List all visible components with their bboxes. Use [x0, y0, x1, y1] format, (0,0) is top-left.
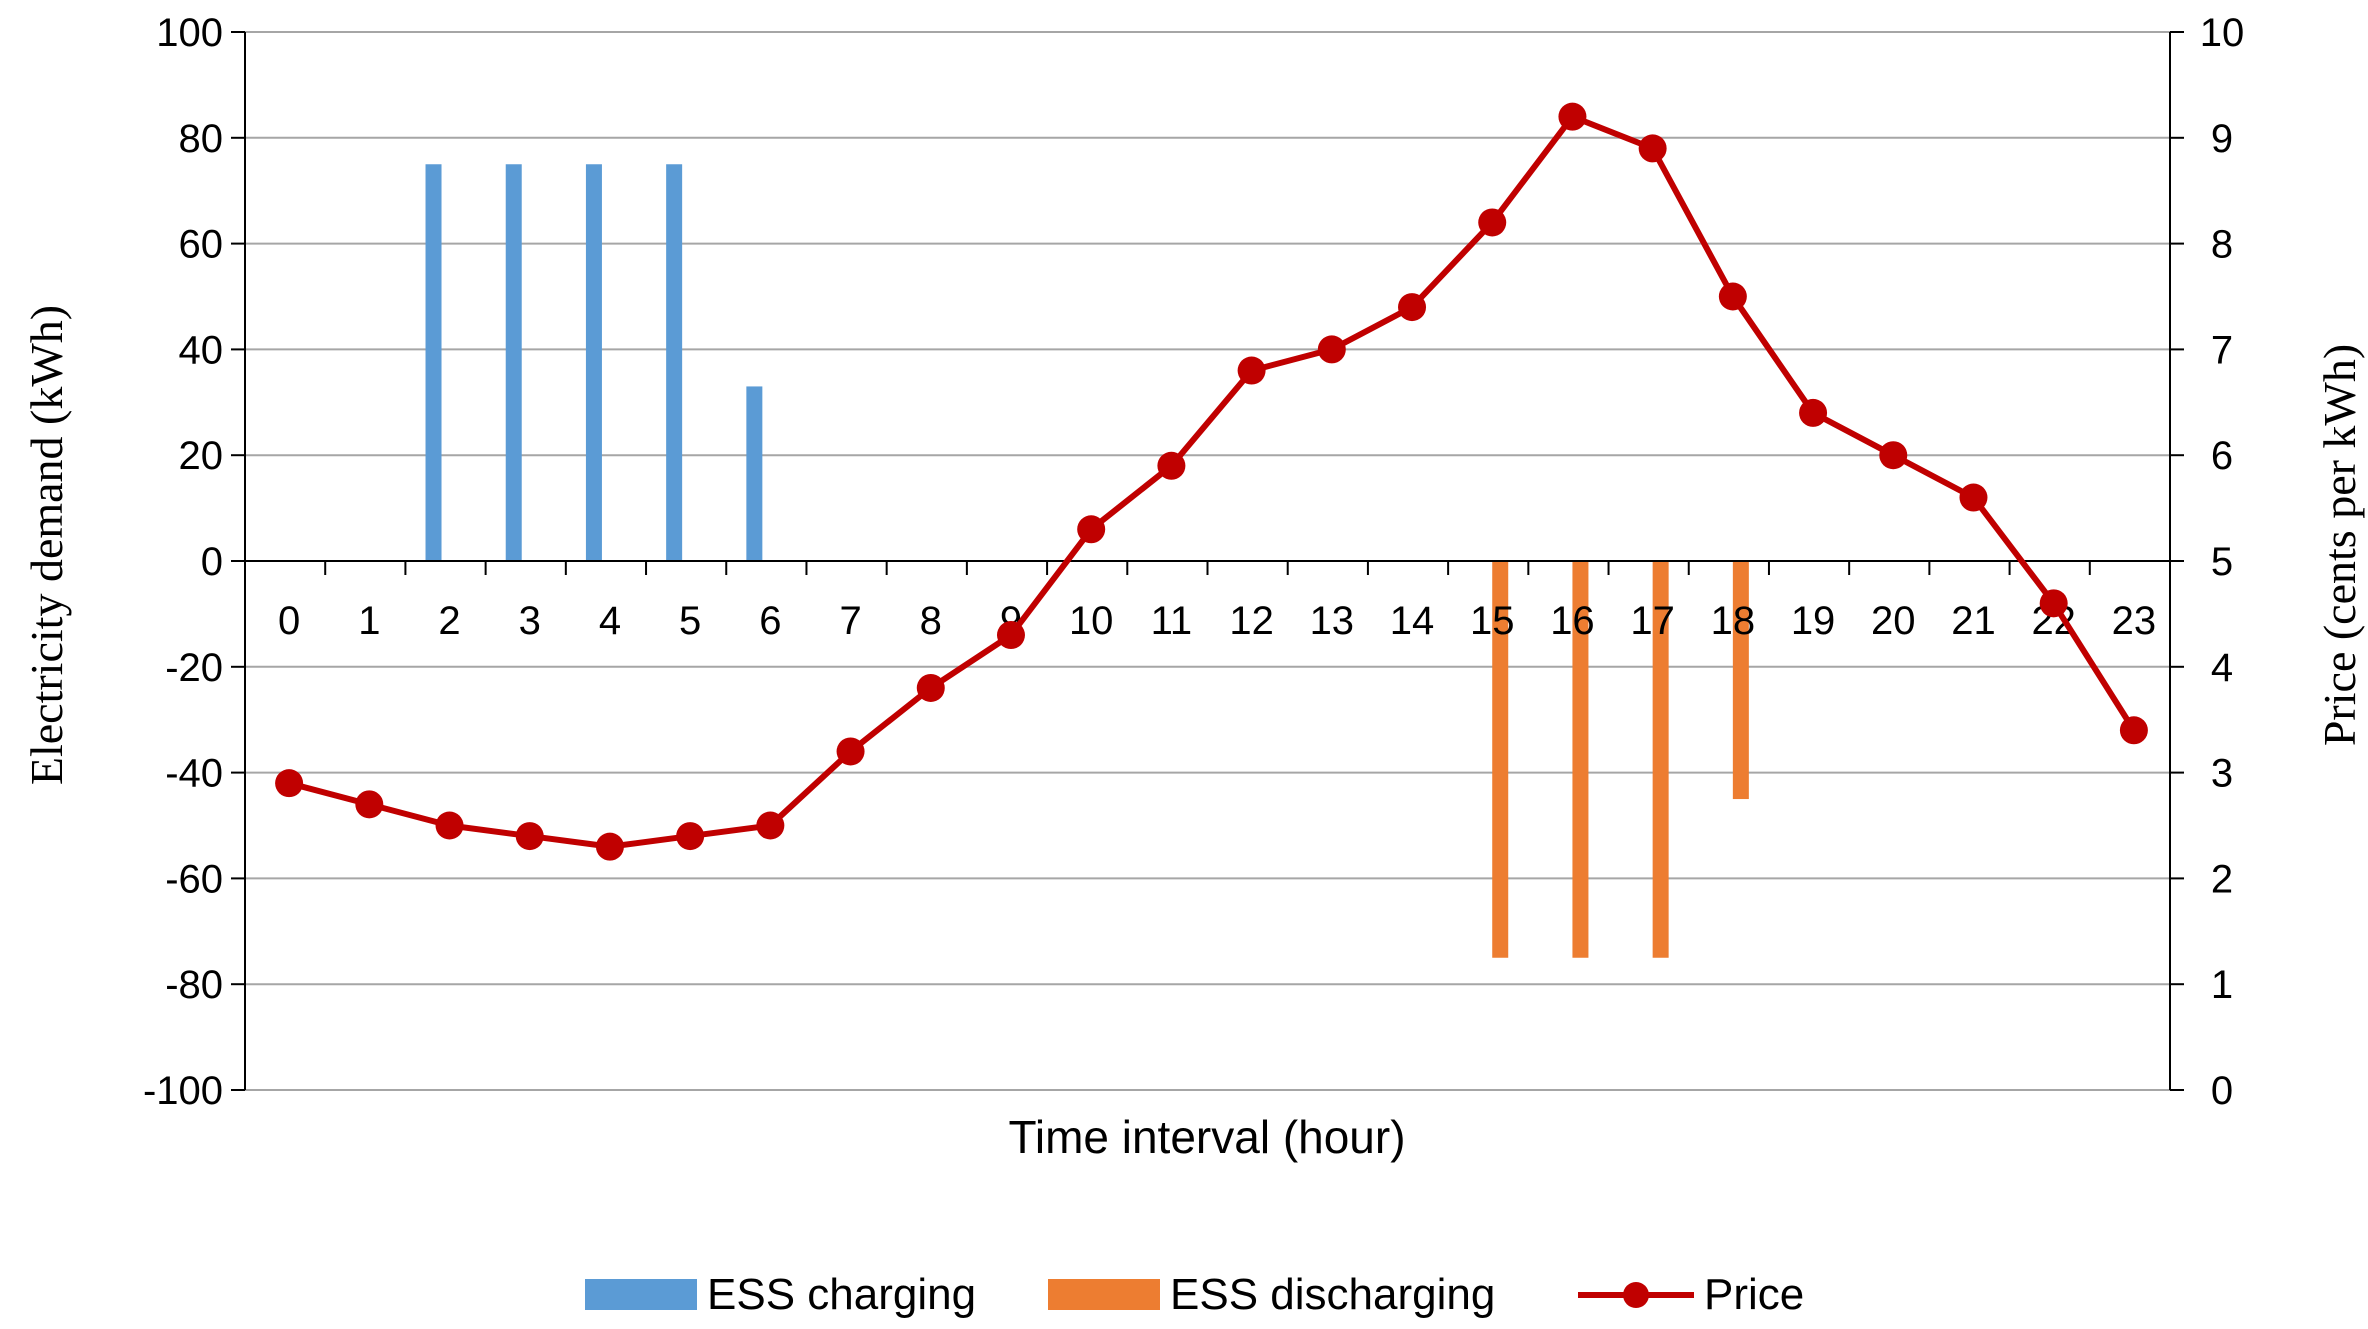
y2-tick-label: 1 — [2211, 963, 2233, 1007]
legend-swatch-ess-charging — [585, 1279, 697, 1310]
price-point — [756, 811, 785, 840]
x-tick-label: 14 — [1390, 599, 1435, 643]
price-point — [355, 790, 384, 819]
price-point — [1799, 398, 1828, 427]
y-tick-label: 0 — [201, 540, 223, 584]
x-tick-label: 20 — [1871, 599, 1916, 643]
y-tick-label: 20 — [179, 434, 224, 478]
price-point — [1398, 293, 1427, 322]
y-tick-label: -80 — [165, 963, 223, 1007]
legend-marker-price — [1623, 1282, 1649, 1308]
y2-axis-title: Price (cents per kWh) — [2314, 344, 2365, 746]
x-tick-label: 18 — [1711, 599, 1756, 643]
legend-swatch-ess-discharging — [1048, 1279, 1160, 1310]
price-point — [676, 822, 705, 851]
y-tick-label: 100 — [156, 11, 223, 55]
y-tick-label: 60 — [179, 223, 224, 267]
price-point — [1638, 134, 1667, 163]
y2-tick-label: 6 — [2211, 434, 2233, 478]
y-tick-label: -100 — [143, 1069, 223, 1113]
price-point — [836, 737, 865, 766]
x-tick-label: 12 — [1229, 599, 1274, 643]
price-point — [275, 769, 304, 798]
ess-charging-bar — [425, 164, 442, 561]
x-tick-label: 3 — [519, 599, 541, 643]
x-tick-label: 6 — [759, 599, 781, 643]
x-axis-title: Time interval (hour) — [1008, 1111, 1405, 1163]
legend: ESS charging ESS discharging Price — [585, 1270, 1804, 1319]
price-point — [1237, 356, 1266, 385]
price-point — [996, 621, 1025, 650]
x-tick-label: 21 — [1951, 599, 1996, 643]
x-tick-label: 17 — [1630, 599, 1675, 643]
ess-discharging-bar — [1652, 561, 1669, 958]
price-point — [1879, 441, 1908, 470]
price-point — [2119, 716, 2148, 745]
y-tick-label: -60 — [165, 857, 223, 901]
axes — [244, 32, 2171, 1090]
price-point — [1959, 483, 1988, 512]
ess-charging-bar — [666, 164, 683, 561]
price-point — [595, 832, 624, 861]
legend-label-ess-charging: ESS charging — [707, 1270, 976, 1319]
x-tick-label: 13 — [1310, 599, 1355, 643]
price-point — [1558, 102, 1587, 131]
ess-charging-bar — [746, 386, 763, 561]
price-point — [1157, 451, 1186, 480]
ess-discharging-bar — [1732, 561, 1749, 800]
bar-marks — [425, 164, 1749, 958]
x-tick-label: 0 — [278, 599, 300, 643]
price-line — [275, 102, 2148, 861]
y-tick-label: -40 — [165, 752, 223, 796]
y2-tick-label: 2 — [2211, 857, 2233, 901]
price-point — [1077, 515, 1106, 544]
x-tick-label: 19 — [1791, 599, 1836, 643]
price-point — [435, 811, 464, 840]
y2-tick-label: 0 — [2211, 1069, 2233, 1113]
x-tick-label: 16 — [1550, 599, 1595, 643]
x-tick-label: 4 — [599, 599, 621, 643]
y2-tick-label: 7 — [2211, 328, 2233, 372]
y-tick-label: -20 — [165, 646, 223, 690]
ess-charging-bar — [585, 164, 602, 561]
ess-discharging-bar — [1572, 561, 1589, 958]
price-series-line — [288, 113, 2137, 850]
legend-label-price: Price — [1704, 1270, 1804, 1319]
grid-lines — [245, 31, 2170, 1091]
x-tick-label: 10 — [1069, 599, 1114, 643]
x-axis-ticks: 0 1 2 3 4 5 6 7 8 9 10 11 12 13 14 15 16 17 18 19 20 21 22 23 — [278, 599, 2156, 643]
ess-discharging-bar — [1492, 561, 1509, 958]
y-tick-label: 40 — [179, 328, 224, 372]
y2-tick-label: 8 — [2211, 223, 2233, 267]
price-point — [2039, 589, 2068, 618]
y2-tick-label: 4 — [2211, 646, 2233, 690]
y-axis-title: Electricity demand (kWh) — [21, 305, 72, 785]
y2-tick-label: 5 — [2211, 540, 2233, 584]
y-axis-ticks: 100 80 60 40 20 0 -20 -40 -60 -80 -100 — [143, 11, 245, 1113]
price-point — [1317, 335, 1346, 364]
x-tick-label: 5 — [679, 599, 701, 643]
y2-tick-label: 10 — [2200, 11, 2245, 55]
price-point — [1478, 208, 1507, 237]
x-tick-label: 15 — [1470, 599, 1515, 643]
x-tick-label: 23 — [2112, 599, 2157, 643]
price-point — [916, 673, 945, 702]
price-point — [1718, 282, 1747, 311]
y2-tick-label: 9 — [2211, 117, 2233, 161]
x-tick-label: 1 — [358, 599, 380, 643]
x-tick-label: 2 — [438, 599, 460, 643]
x-tick-label: 11 — [1151, 599, 1193, 643]
price-point — [515, 822, 544, 851]
x-tick-label: 8 — [920, 599, 942, 643]
y-tick-label: 80 — [179, 117, 224, 161]
ess-charging-bar — [505, 164, 522, 561]
x-tick-label: 7 — [839, 599, 861, 643]
y2-tick-label: 3 — [2211, 752, 2233, 796]
legend-label-ess-discharging: ESS discharging — [1170, 1270, 1495, 1319]
